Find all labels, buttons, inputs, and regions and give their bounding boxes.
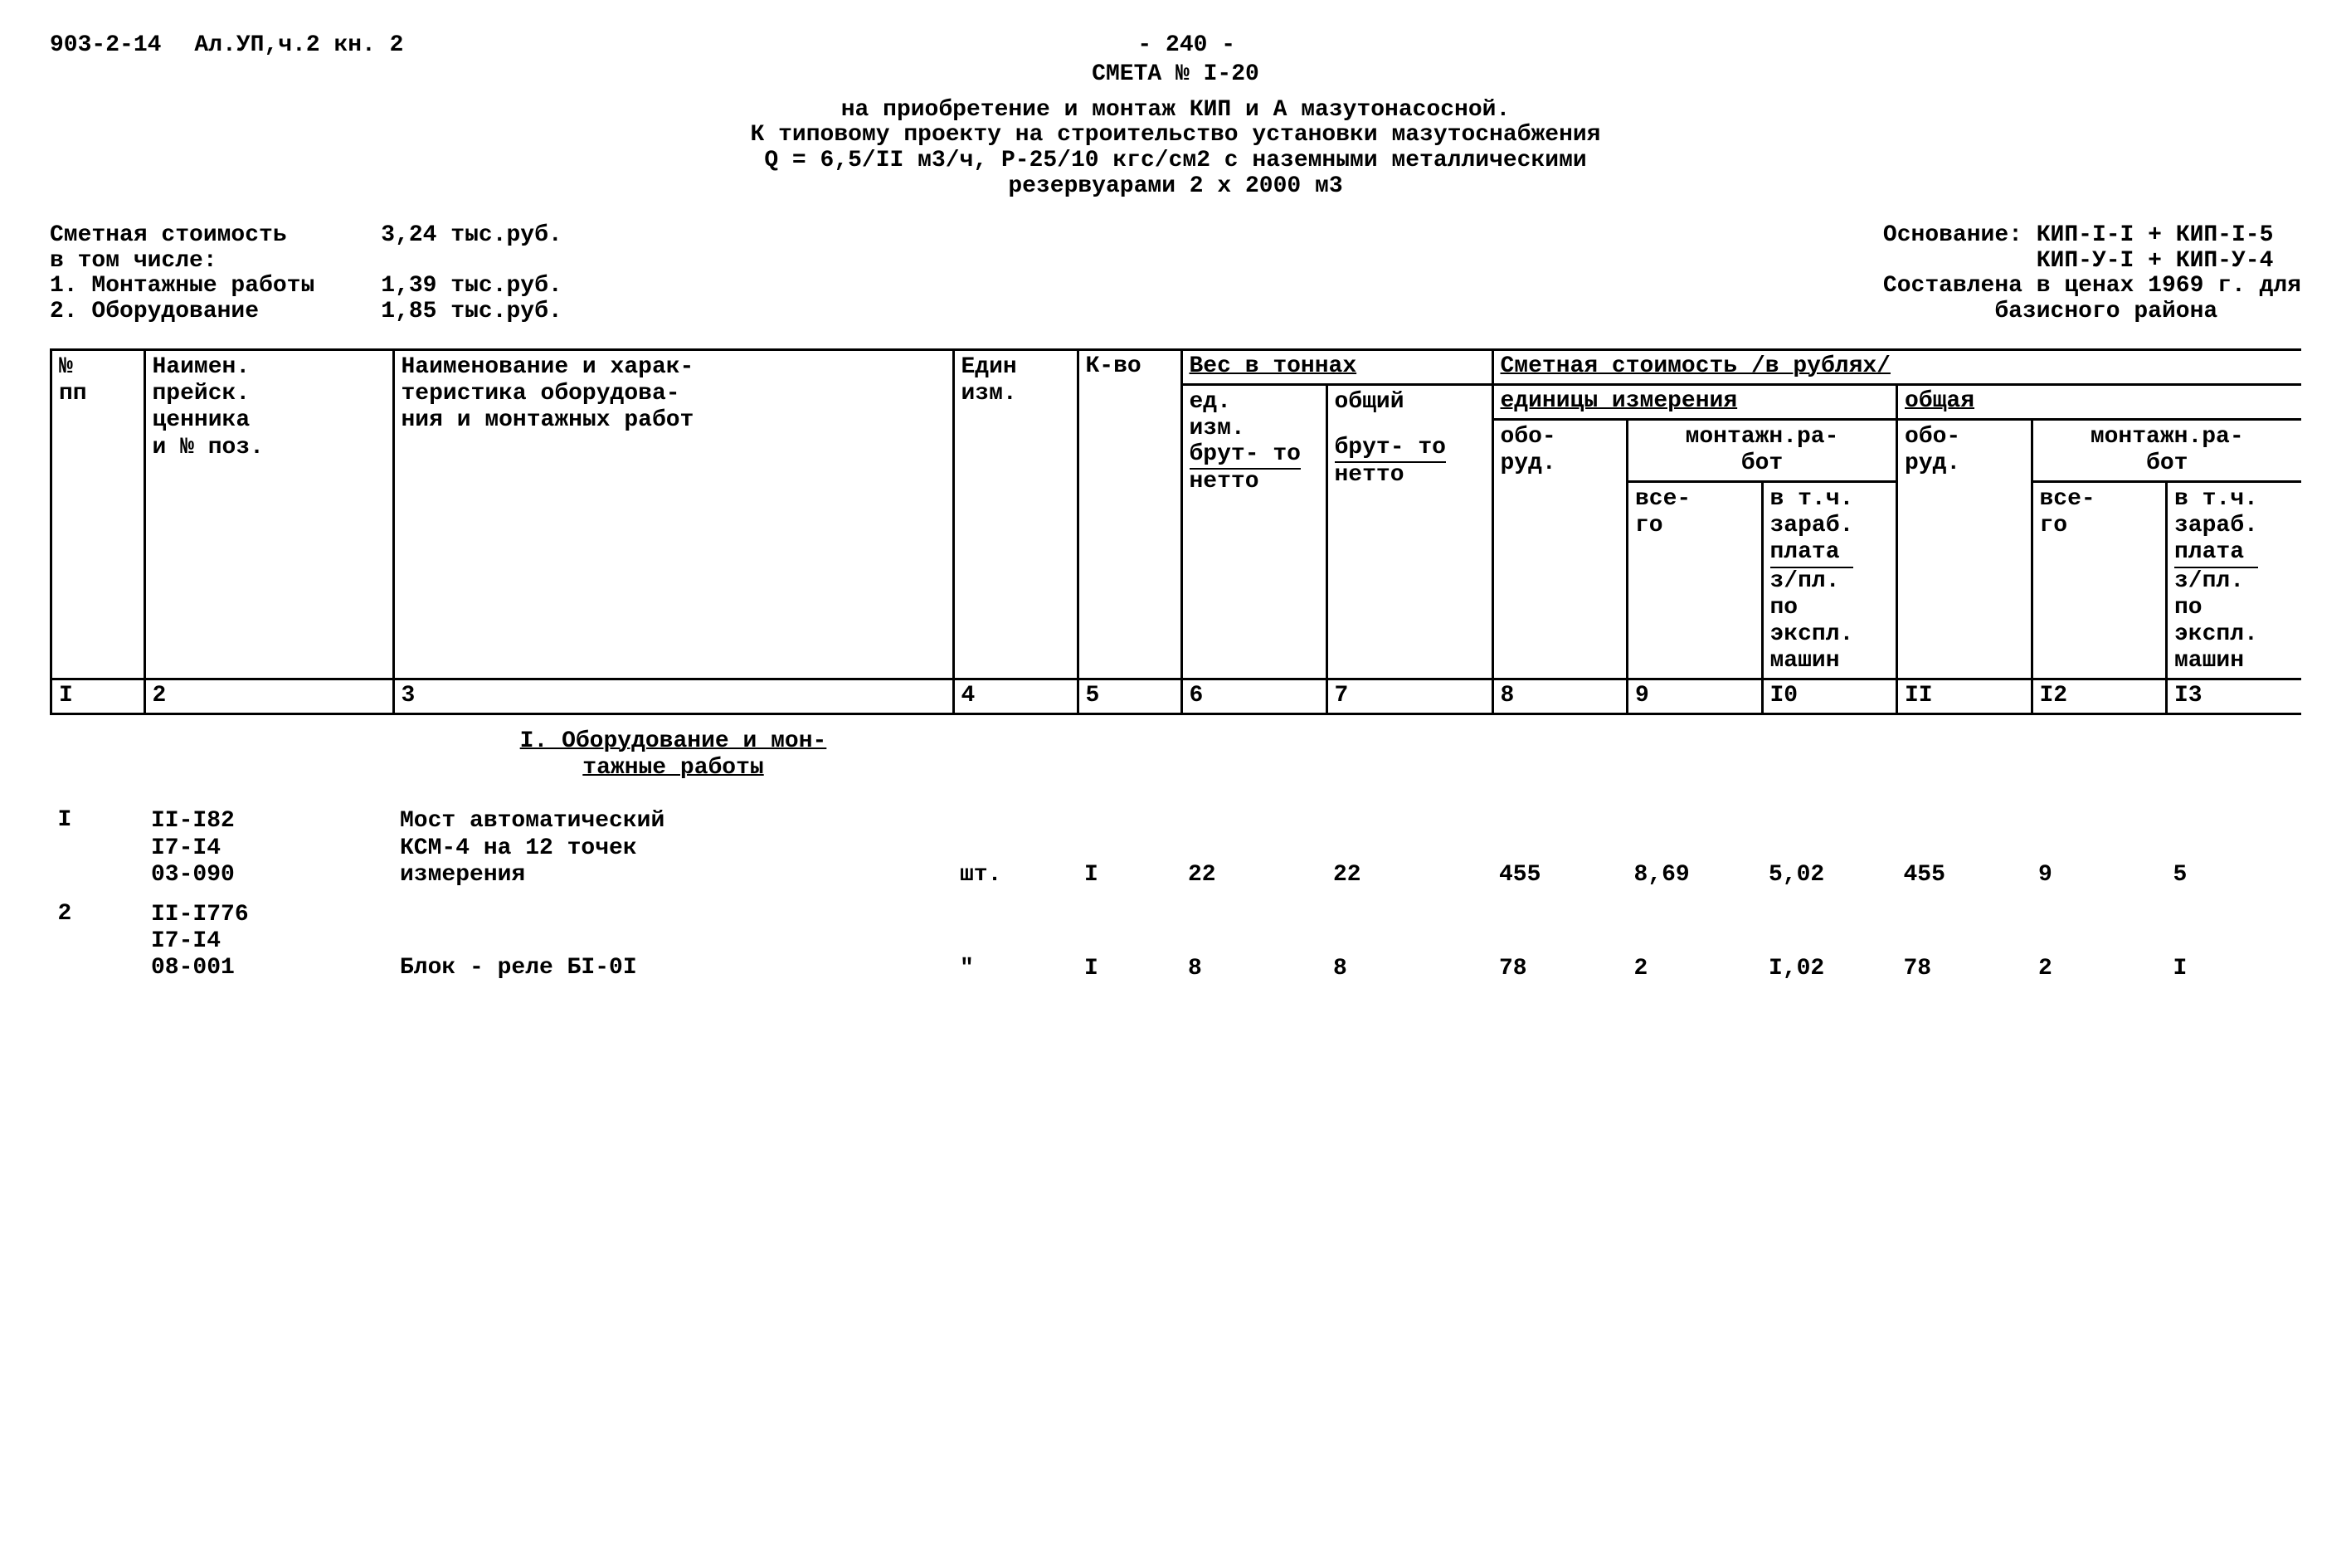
th-col13: в т.ч. зараб. платаз/пл. по экспл. машин bbox=[2167, 481, 2302, 679]
cell-c9: 8,69 bbox=[1628, 801, 1763, 895]
th-col4: Един изм. bbox=[953, 349, 1078, 679]
page-number: - 240 - bbox=[403, 33, 1969, 59]
cell-c10: 5,02 bbox=[1762, 801, 1897, 895]
th-col11: обо- руд. bbox=[1897, 419, 2032, 679]
cell-unit: шт. bbox=[953, 801, 1078, 895]
colnum: 2 bbox=[144, 679, 393, 714]
th-col9: все- го bbox=[1628, 481, 1763, 679]
cost-values: 3,24 тыс.руб. 1,39 тыс.руб. 1,85 тыс.руб… bbox=[381, 223, 562, 325]
colnum: II bbox=[1897, 679, 2032, 714]
estimate-table: № пп Наимен. прейск. ценника и № поз. На… bbox=[50, 348, 2301, 989]
cell-c13: I bbox=[2167, 895, 2302, 989]
colnum: I2 bbox=[2032, 679, 2167, 714]
colnum: I bbox=[51, 679, 145, 714]
colnum: I0 bbox=[1762, 679, 1897, 714]
table-row: 2 II-I776 I7-I4 08-001 Блок - реле БI-0I… bbox=[51, 895, 2302, 989]
cell-c10: I,02 bbox=[1762, 895, 1897, 989]
th-col3: Наименование и харак- теристика оборудов… bbox=[393, 349, 953, 679]
album-ref: Ал.УП,ч.2 кн. 2 bbox=[194, 33, 403, 59]
th-col6: ед. изм. брут- тонетто bbox=[1181, 384, 1326, 679]
title-line: на приобретение и монтаж КИП и А мазутон… bbox=[512, 98, 1839, 124]
th-col7: общий брут- тонетто bbox=[1326, 384, 1492, 679]
doc-code: 903-2-14 bbox=[50, 33, 161, 59]
basis-text: Основание: КИП-I-I + КИП-I-5 КИП-У-I + К… bbox=[1883, 223, 2301, 325]
th-col2: Наимен. прейск. ценника и № поз. bbox=[144, 349, 393, 679]
cell-w1: 8 bbox=[1181, 895, 1326, 989]
th-col12: все- го bbox=[2032, 481, 2167, 679]
colnum: 4 bbox=[953, 679, 1078, 714]
cell-c11: 78 bbox=[1897, 895, 2032, 989]
th-col10: в т.ч. зараб. платаз/пл. по экспл. машин bbox=[1762, 481, 1897, 679]
cost-labels: Сметная стоимость в том числе: 1. Монтаж… bbox=[50, 223, 314, 325]
th-mont-unit: монтажн.ра- бот bbox=[1628, 419, 1897, 481]
cell-unit: " bbox=[953, 895, 1078, 989]
th-cost-group: Сметная стоимость /в рублях/ bbox=[1492, 349, 2301, 384]
cell-ref: II-I82 I7-I4 03-090 bbox=[144, 801, 393, 895]
cell-c9: 2 bbox=[1628, 895, 1763, 989]
cell-w2: 8 bbox=[1326, 895, 1492, 989]
colnum: 5 bbox=[1078, 679, 1181, 714]
cell-qty: I bbox=[1078, 895, 1181, 989]
cell-c13: 5 bbox=[2167, 801, 2302, 895]
cell-c12: 2 bbox=[2032, 895, 2167, 989]
title-line: Q = 6,5/II м3/ч, Р-25/10 кгс/см2 с назем… bbox=[512, 149, 1839, 174]
cell-w2: 22 bbox=[1326, 801, 1492, 895]
th-unit-group: единицы измерения bbox=[1492, 384, 1897, 419]
cell-num: 2 bbox=[51, 895, 145, 989]
colnum: 7 bbox=[1326, 679, 1492, 714]
colnum: 3 bbox=[393, 679, 953, 714]
title-line: резервуарами 2 х 2000 м3 bbox=[512, 174, 1839, 200]
colnum: 6 bbox=[1181, 679, 1326, 714]
cell-c8: 78 bbox=[1492, 895, 1628, 989]
cell-c8: 455 bbox=[1492, 801, 1628, 895]
cell-c12: 9 bbox=[2032, 801, 2167, 895]
th-col1: № пп bbox=[51, 349, 145, 679]
th-col5: К-во bbox=[1078, 349, 1181, 679]
cell-desc: Блок - реле БI-0I bbox=[393, 895, 953, 989]
cell-w1: 22 bbox=[1181, 801, 1326, 895]
title-line: К типовому проекту на строительство уста… bbox=[512, 123, 1839, 149]
estimate-number: СМЕТА № I-20 bbox=[512, 62, 1839, 88]
th-total-group: общая bbox=[1897, 384, 2302, 419]
colnum: I3 bbox=[2167, 679, 2302, 714]
cell-ref: II-I776 I7-I4 08-001 bbox=[144, 895, 393, 989]
cell-c11: 455 bbox=[1897, 801, 2032, 895]
th-col8: обо- руд. bbox=[1492, 419, 1628, 679]
th-weight-group: Вес в тоннах bbox=[1181, 349, 1492, 384]
cell-desc: Мост автоматический КСМ-4 на 12 точек из… bbox=[393, 801, 953, 895]
cell-num: I bbox=[51, 801, 145, 895]
cell-qty: I bbox=[1078, 801, 1181, 895]
th-mont-total: монтажн.ра- бот bbox=[2032, 419, 2301, 481]
colnum: 9 bbox=[1628, 679, 1763, 714]
table-row: I II-I82 I7-I4 03-090 Мост автоматически… bbox=[51, 801, 2302, 895]
colnum: 8 bbox=[1492, 679, 1628, 714]
section-title: I. Оборудование и мон- тажные работы bbox=[393, 714, 953, 802]
